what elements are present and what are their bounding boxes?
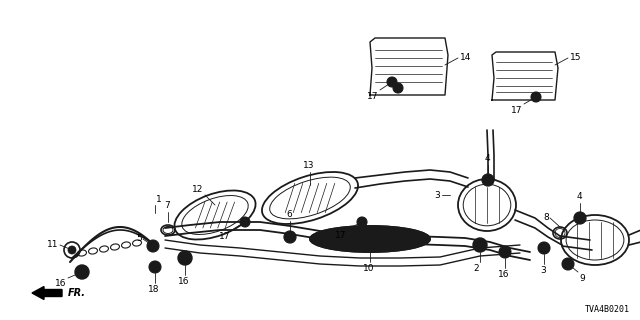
Ellipse shape [310, 226, 430, 252]
Circle shape [147, 240, 159, 252]
Text: TVA4B0201: TVA4B0201 [585, 305, 630, 314]
Circle shape [78, 268, 86, 276]
Text: 17: 17 [511, 106, 522, 115]
Text: 16: 16 [499, 270, 509, 279]
Text: 3: 3 [435, 190, 440, 199]
Text: 8: 8 [543, 212, 549, 221]
Text: 17: 17 [367, 92, 378, 101]
Circle shape [533, 94, 539, 100]
Circle shape [359, 219, 365, 225]
Text: 15: 15 [570, 52, 582, 61]
Circle shape [482, 174, 494, 186]
Text: 7: 7 [164, 201, 170, 210]
Circle shape [502, 249, 509, 255]
Text: 9: 9 [579, 274, 585, 283]
Circle shape [393, 83, 403, 93]
Circle shape [387, 77, 397, 87]
Circle shape [389, 79, 395, 85]
Circle shape [473, 238, 487, 252]
Circle shape [541, 244, 547, 252]
Circle shape [287, 234, 294, 241]
Text: 10: 10 [364, 264, 375, 273]
Text: 17: 17 [335, 231, 346, 240]
Circle shape [562, 258, 574, 270]
Circle shape [152, 264, 158, 270]
Text: 2: 2 [473, 264, 479, 273]
Text: 17: 17 [218, 232, 230, 241]
Circle shape [178, 251, 192, 265]
Text: 14: 14 [460, 52, 472, 61]
Text: 11: 11 [47, 239, 58, 249]
Text: 13: 13 [303, 161, 315, 170]
Text: FR.: FR. [68, 288, 86, 298]
Text: 1: 1 [156, 195, 162, 204]
Circle shape [476, 241, 484, 249]
Circle shape [577, 214, 584, 221]
Circle shape [357, 217, 367, 227]
Circle shape [499, 246, 511, 258]
Text: 16: 16 [179, 277, 189, 286]
Circle shape [149, 261, 161, 273]
Text: 4: 4 [484, 154, 490, 163]
Circle shape [150, 243, 156, 249]
Text: 18: 18 [148, 285, 160, 294]
Circle shape [284, 231, 296, 243]
Circle shape [395, 85, 401, 91]
Circle shape [240, 217, 250, 227]
Text: 12: 12 [191, 185, 203, 194]
Circle shape [181, 254, 189, 262]
Text: 6: 6 [286, 210, 292, 219]
FancyArrow shape [32, 286, 62, 300]
Circle shape [484, 177, 492, 183]
Text: 3: 3 [540, 266, 546, 275]
Circle shape [531, 92, 541, 102]
Circle shape [564, 260, 572, 268]
Text: 4: 4 [576, 192, 582, 201]
Circle shape [242, 219, 248, 225]
Circle shape [574, 212, 586, 224]
Text: 5: 5 [136, 234, 142, 243]
Circle shape [538, 242, 550, 254]
Circle shape [68, 246, 76, 254]
Text: 16: 16 [54, 279, 66, 288]
Circle shape [75, 265, 89, 279]
